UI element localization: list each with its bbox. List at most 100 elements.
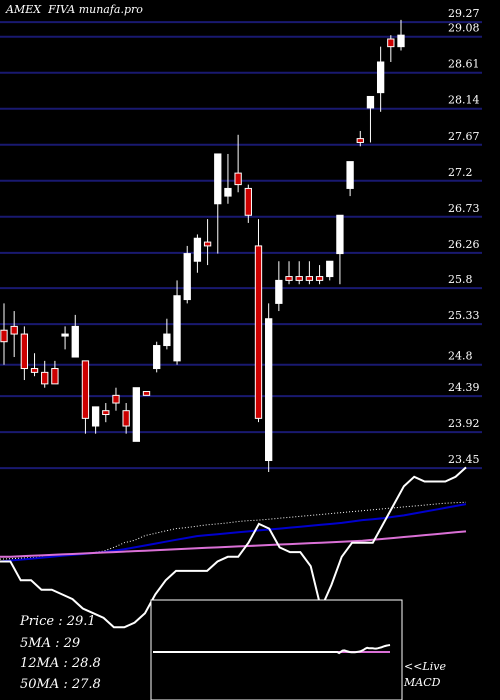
candle-body	[326, 260, 334, 278]
candle	[41, 360, 49, 388]
ma-dotted-line	[0, 501, 467, 560]
y-tick-label: 25.8	[448, 273, 473, 286]
y-tick-label: 27.67	[448, 130, 480, 143]
candle-body	[163, 333, 171, 347]
price-line	[0, 466, 467, 629]
candle	[20, 326, 29, 381]
candle-body	[203, 241, 212, 247]
chart-header: AMEX FIVA munafa.pro	[6, 3, 143, 16]
y-tick-label: 26.73	[448, 202, 480, 215]
candle	[234, 134, 242, 193]
site-label: munafa.pro	[78, 3, 143, 16]
lower-panel	[0, 466, 467, 629]
candle	[91, 406, 100, 434]
candle-body	[315, 276, 324, 281]
candle-body	[51, 368, 59, 385]
candle-body	[346, 161, 354, 189]
candle	[265, 303, 273, 472]
candle	[173, 280, 181, 365]
candle-body	[224, 187, 232, 197]
candle	[132, 387, 140, 442]
macd-box	[150, 599, 403, 700]
candle-body	[295, 276, 303, 281]
y-axis-ticks: 29.27 29.08 28.61 28.14 27.67 27.2 26.73 26.26 2…	[448, 7, 480, 466]
candle	[346, 161, 354, 197]
candle-body	[254, 245, 263, 419]
candle	[30, 353, 39, 377]
candle	[366, 95, 375, 143]
y-tick-label: 23.92	[448, 417, 480, 430]
candle	[336, 214, 344, 285]
candle	[214, 153, 222, 254]
y-tick-label: 23.45	[448, 453, 480, 466]
candle	[0, 303, 8, 365]
candle	[122, 403, 130, 434]
candle-body	[153, 345, 161, 370]
ma-violet-line	[0, 530, 467, 558]
candle-body	[214, 153, 222, 205]
candle-body	[112, 394, 120, 404]
candle-body	[10, 325, 18, 335]
candle-body	[234, 172, 242, 186]
y-tick-label: 28.14	[448, 94, 480, 107]
candle-body	[61, 333, 69, 337]
candle-body	[71, 325, 79, 358]
candle-body	[132, 387, 140, 442]
candlesticks	[0, 19, 405, 472]
candle	[203, 219, 212, 266]
candle-body	[102, 410, 110, 416]
price-grid	[0, 21, 482, 470]
live-label: <<Live	[404, 660, 446, 673]
candle	[102, 403, 110, 423]
candle-body	[265, 318, 273, 462]
candle-body	[173, 295, 181, 362]
candle-body	[0, 329, 8, 343]
candle-body	[356, 138, 364, 143]
exchange-label: AMEX	[6, 3, 42, 16]
candle-body	[366, 95, 375, 109]
candle	[112, 387, 120, 411]
candle	[387, 35, 395, 62]
candle-body	[183, 253, 191, 301]
candle	[376, 46, 385, 112]
y-tick-label: 29.08	[448, 22, 480, 35]
candle	[81, 360, 90, 434]
candle-body	[122, 410, 130, 427]
ma50-stat: 50MA : 27.8	[20, 677, 101, 692]
price-stat: Price : 29.1	[20, 614, 96, 629]
ma12-stat: 12MA : 28.8	[20, 656, 101, 671]
candle	[295, 261, 303, 285]
candle	[305, 261, 314, 285]
y-tick-label: 27.2	[448, 166, 473, 179]
candle-body	[193, 237, 202, 262]
candle	[153, 341, 161, 373]
y-tick-label: 24.39	[448, 381, 480, 394]
candle	[244, 184, 252, 223]
candle-body	[275, 279, 283, 304]
macd-line	[153, 644, 391, 655]
y-tick-label: 28.61	[448, 58, 480, 71]
candle-body	[376, 61, 385, 94]
ma5-stat: 5MA : 29	[20, 636, 81, 651]
candle-body	[30, 368, 39, 373]
candle-body	[387, 38, 395, 48]
macd-panel	[150, 599, 403, 700]
candle	[356, 130, 364, 147]
y-tick-label: 24.8	[448, 350, 473, 363]
candle-body	[142, 391, 151, 396]
candle	[10, 311, 18, 358]
candle	[326, 260, 334, 281]
candle	[183, 245, 191, 304]
y-tick-label: 29.27	[448, 7, 480, 20]
candle	[61, 326, 69, 350]
candle	[397, 19, 405, 51]
candle-body	[244, 187, 252, 216]
candle-body	[20, 333, 29, 370]
candle	[285, 261, 293, 285]
candle	[275, 261, 283, 312]
candle	[142, 391, 151, 396]
candle-body	[81, 360, 90, 419]
candle-body	[91, 406, 100, 427]
